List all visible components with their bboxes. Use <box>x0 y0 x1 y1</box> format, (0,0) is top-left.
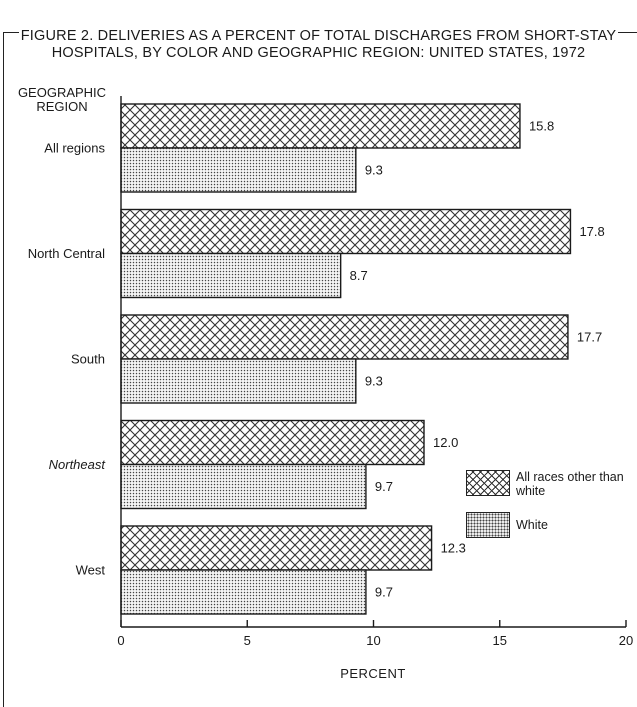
value-label-south-white: 9.3 <box>365 374 383 389</box>
category-label-west: West <box>76 563 106 578</box>
y-axis-header-line-2: REGION <box>36 99 87 114</box>
x-tick-label-15: 15 <box>493 633 507 648</box>
value-label-south-other-races: 17.7 <box>577 330 602 345</box>
x-axis-label: PERCENT <box>340 666 406 681</box>
value-label-northeast-other-races: 12.0 <box>433 435 458 450</box>
figure-frame-left <box>3 32 4 707</box>
category-label-northeast: Northeast <box>49 457 107 472</box>
crosshatch-swatch <box>466 470 510 496</box>
value-label-west-other-races: 12.3 <box>441 541 466 556</box>
category-label-south: South <box>71 352 105 367</box>
bar-all-regions-white <box>120 147 357 193</box>
bar-west-other-races <box>120 525 433 571</box>
bar-all-regions-other-races <box>120 103 521 149</box>
chart-title: FIGURE 2. DELIVERIES AS A PERCENT OF TOT… <box>0 28 637 62</box>
bar-south-white <box>120 358 357 404</box>
value-label-northeast-white: 9.7 <box>375 479 393 494</box>
legend-label-white: White <box>516 518 548 532</box>
legend-item-white: White <box>466 512 634 538</box>
chart-title-line-1: FIGURE 2. DELIVERIES AS A PERCENT OF TOT… <box>18 28 619 44</box>
bar-south-other-races <box>120 314 569 360</box>
x-tick-label-10: 10 <box>366 633 380 648</box>
value-label-north-central-other-races: 17.8 <box>579 224 604 239</box>
x-tick-label-0: 0 <box>117 633 124 648</box>
x-tick-label-5: 5 <box>244 633 251 648</box>
bar-west-white <box>120 569 367 615</box>
dotted-swatch <box>466 512 510 538</box>
bar-northeast-white <box>120 463 367 510</box>
y-axis-header-line-1: GEOGRAPHIC <box>18 85 106 100</box>
value-label-north-central-white: 8.7 <box>350 268 368 283</box>
category-label-all-regions: All regions <box>44 141 105 156</box>
legend-label-other-races: All races other than white <box>516 470 624 498</box>
category-label-north-central: North Central <box>28 246 105 261</box>
bar-north-central-other-races <box>120 208 572 255</box>
bar-northeast-other-races <box>120 419 425 466</box>
legend-item-other-races: All races other than white <box>466 470 634 498</box>
value-label-west-white: 9.7 <box>375 585 393 600</box>
value-label-all-regions-white: 9.3 <box>365 163 383 178</box>
value-label-all-regions-other-races: 15.8 <box>529 119 554 134</box>
chart-title-line-2: HOSPITALS, BY COLOR AND GEOGRAPHIC REGIO… <box>51 45 586 61</box>
bar-north-central-white <box>120 252 342 299</box>
x-tick-label-20: 20 <box>619 633 633 648</box>
